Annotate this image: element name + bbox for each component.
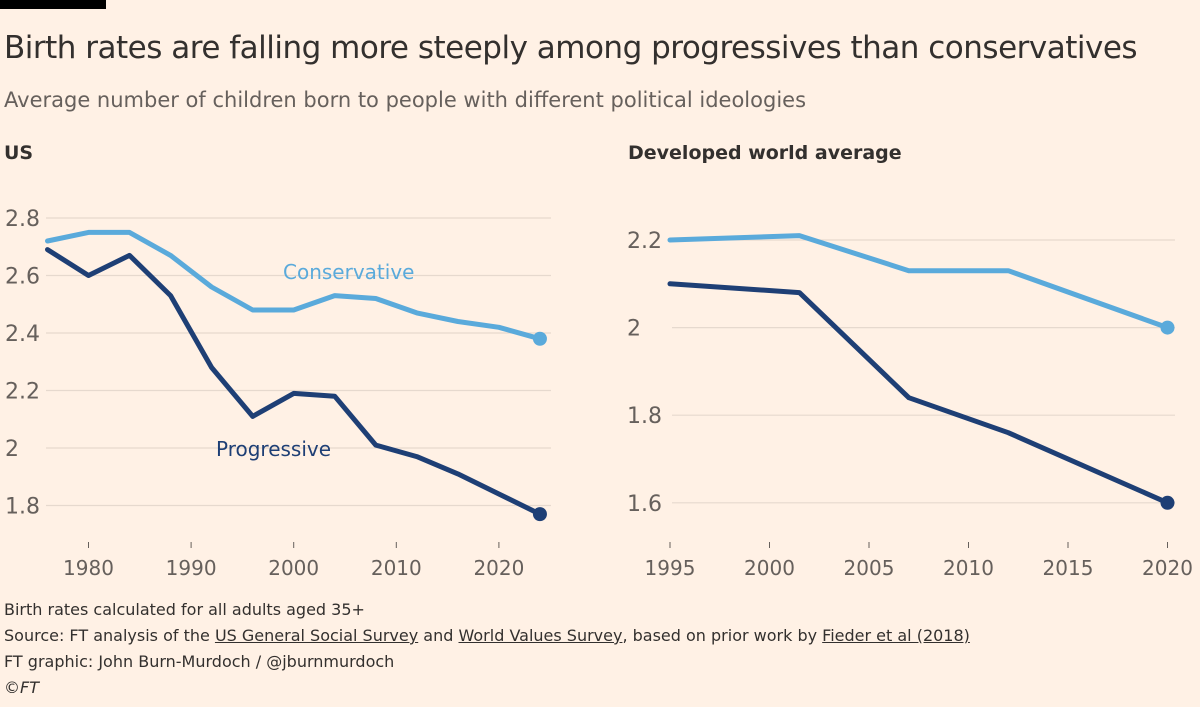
end-point-marker: [1160, 495, 1175, 510]
panel-title-us: US: [4, 142, 34, 164]
y-tick-label: 2.8: [5, 207, 40, 232]
link-gss[interactable]: US General Social Survey: [214, 626, 419, 645]
series-line-conservative: [45, 229, 543, 342]
y-tick-label: 2.4: [5, 322, 40, 347]
x-tick-label: 2000: [744, 556, 795, 580]
y-tick-label: 2.2: [627, 229, 662, 254]
x-tick-label: 1990: [166, 556, 217, 580]
x-tick-label: 2005: [844, 556, 895, 580]
end-point-marker: [532, 507, 547, 522]
y-tick-label: 2.2: [5, 380, 40, 405]
y-tick-label: 1.8: [5, 495, 40, 520]
x-tick-label: 2020: [473, 556, 524, 580]
link-wvs[interactable]: World Values Survey: [458, 626, 623, 645]
series-line-progressive: [45, 247, 543, 517]
x-tick-label: 2000: [268, 556, 319, 580]
series-label: Conservative: [283, 260, 414, 284]
footer-copyright: ©FT: [4, 678, 39, 697]
source-prefix: Source: FT analysis of the: [4, 626, 215, 645]
series-label: Progressive: [216, 437, 331, 461]
y-tick-label: 1.8: [627, 404, 662, 429]
x-tick-label: 2015: [1043, 556, 1094, 580]
footer-source: Source: FT analysis of the US General So…: [4, 626, 970, 645]
y-tick-label: 2.6: [5, 265, 40, 290]
x-tick-label: 2020: [1142, 556, 1193, 580]
series-line-conservative: [667, 233, 1170, 331]
y-tick-label: 2: [5, 437, 19, 462]
link-fieder[interactable]: Fieder et al (2018): [822, 626, 970, 645]
end-point-marker: [1160, 320, 1175, 335]
ft-brand-bar: [0, 0, 106, 9]
x-tick-label: 2010: [943, 556, 994, 580]
source-mid: , based on prior work by: [622, 626, 823, 645]
source-and: and: [418, 626, 459, 645]
footer-note: Birth rates calculated for all adults ag…: [4, 600, 365, 619]
x-tick-label: 1995: [645, 556, 696, 580]
x-tick-label: 2010: [371, 556, 422, 580]
x-tick-label: 1980: [63, 556, 114, 580]
footer-credit: FT graphic: John Burn-Murdoch / @jburnmu…: [4, 652, 395, 671]
series-line-progressive: [667, 281, 1170, 506]
chart-title: Birth rates are falling more steeply amo…: [4, 30, 1138, 66]
panel-title-developed: Developed world average: [628, 142, 902, 164]
chart-subtitle: Average number of children born to peopl…: [4, 88, 807, 112]
y-tick-label: 1.6: [627, 492, 662, 517]
y-tick-label: 2: [627, 317, 641, 342]
end-point-marker: [532, 331, 547, 346]
